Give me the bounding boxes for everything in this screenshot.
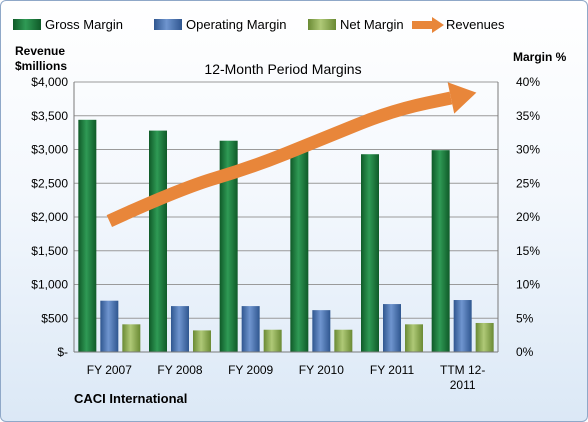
- left-tick-label: $3,000: [31, 143, 68, 157]
- bar-net-margin: [263, 329, 282, 352]
- right-axis-label: Margin %: [513, 50, 567, 64]
- right-tick-label: 10%: [516, 278, 540, 292]
- bar-net-margin: [405, 324, 423, 352]
- left-tick-label: $500: [41, 311, 68, 325]
- left-axis-label-line-1: Revenue: [15, 44, 65, 58]
- right-tick-label: 40%: [516, 75, 540, 89]
- x-tick-label: FY 2010: [299, 363, 344, 377]
- legend-label: Operating Margin: [186, 17, 286, 32]
- bar-gross-margin: [149, 130, 167, 352]
- bar-operating-margin: [312, 310, 331, 352]
- bar-gross-margin: [219, 140, 238, 352]
- company-name: CACI International: [74, 391, 187, 406]
- bar-gross-margin: [78, 119, 97, 352]
- legend-swatch: [13, 19, 41, 30]
- bar-net-margin: [334, 329, 353, 352]
- x-tick-label: FY 2007: [87, 363, 132, 377]
- left-tick-label: $-: [57, 345, 68, 359]
- bar-gross-margin: [431, 150, 450, 352]
- right-tick-label: 5%: [516, 311, 534, 325]
- bar-gross-margin: [361, 154, 379, 352]
- bar-operating-margin: [453, 300, 472, 352]
- bar-operating-margin: [241, 306, 260, 352]
- legend-label: Net Margin: [340, 17, 404, 32]
- gridlines: [74, 81, 498, 319]
- legend-label: Revenues: [446, 17, 505, 32]
- left-tick-label: $3,500: [31, 109, 68, 123]
- right-tick-label: 15%: [516, 244, 540, 258]
- left-axis-label-line-2: $millions: [15, 59, 67, 73]
- left-tick-label: $2,000: [31, 210, 68, 224]
- right-tick-label: 35%: [516, 109, 540, 123]
- bar-operating-margin: [100, 300, 119, 352]
- legend: Gross Margin Operating Margin Net Margin Re…: [13, 17, 505, 33]
- right-tick-label: 25%: [516, 176, 540, 190]
- left-tick-label: $2,500: [31, 176, 68, 190]
- bar-net-margin: [475, 322, 494, 352]
- bar-net-margin: [122, 324, 141, 352]
- legend-label: Gross Margin: [45, 17, 123, 32]
- x-tick-label: TTM 12-: [440, 363, 485, 377]
- left-tick-label: $1,000: [31, 278, 68, 292]
- x-tick-label: FY 2008: [157, 363, 202, 377]
- chart-title: 12-Month Period Margins: [204, 61, 361, 77]
- x-tick-label: 2011: [450, 378, 476, 392]
- x-tick-label: FY 2011: [370, 363, 415, 377]
- right-tick-label: 0%: [516, 345, 534, 359]
- bars: [78, 119, 494, 352]
- revenues-line: [106, 91, 453, 227]
- bar-operating-margin: [383, 304, 401, 352]
- left-tick-label: $1,500: [31, 244, 68, 258]
- legend-swatch: [308, 19, 336, 30]
- legend-swatch-arrow: [432, 17, 444, 33]
- right-tick-label: 30%: [516, 143, 540, 157]
- axes: $- 0% $500 5% $1,000 10% $1,500 15% $2,000 20% $2,…: [31, 75, 540, 392]
- bar-net-margin: [193, 330, 211, 352]
- revenue-line: [106, 82, 477, 227]
- x-tick-label: FY 2009: [228, 363, 273, 377]
- bar-operating-margin: [171, 306, 189, 352]
- left-tick-label: $4,000: [31, 75, 68, 89]
- revenues-arrowhead: [447, 82, 477, 114]
- right-tick-label: 20%: [516, 210, 540, 224]
- bar-gross-margin: [290, 150, 309, 352]
- legend-swatch: [154, 19, 182, 30]
